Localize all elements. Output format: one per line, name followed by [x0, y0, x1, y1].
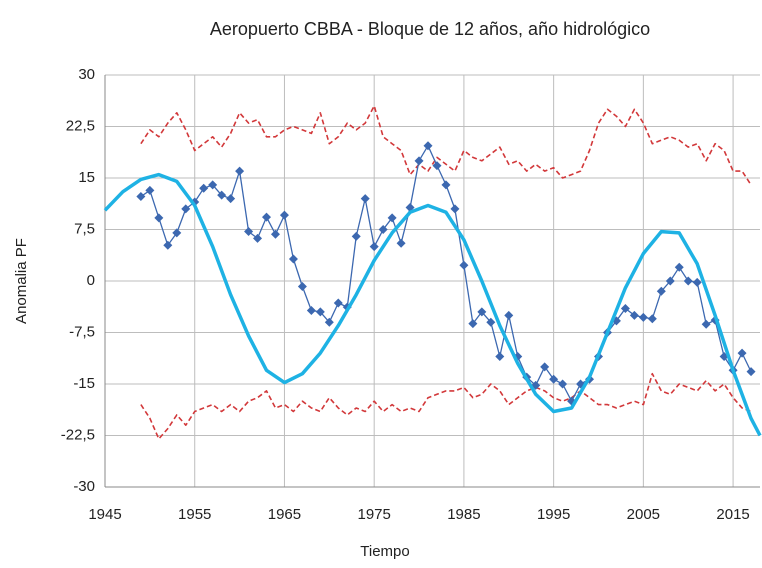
data-point	[315, 307, 325, 317]
data-point	[172, 228, 182, 238]
data-point	[360, 194, 370, 204]
data-point	[253, 233, 263, 243]
data-point	[558, 379, 568, 389]
data-point	[549, 374, 559, 384]
data-point	[208, 180, 218, 190]
data-point	[683, 276, 693, 286]
series-line	[103, 172, 762, 437]
chart-title: Aeropuerto CBBA - Bloque de 12 años, año…	[210, 19, 650, 39]
data-point	[692, 277, 702, 287]
data-point	[270, 229, 280, 239]
series-line	[140, 372, 752, 440]
data-point	[387, 213, 397, 223]
x-tick-label: 1945	[88, 506, 121, 523]
y-tick-label: -7,5	[69, 323, 95, 340]
data-point	[540, 362, 550, 372]
data-point	[486, 317, 496, 327]
data-point	[163, 240, 173, 250]
x-tick-label: 2005	[627, 506, 660, 523]
data-point	[279, 210, 289, 220]
data-point	[244, 227, 254, 237]
data-point	[199, 183, 209, 193]
y-tick-label: 7,5	[74, 220, 95, 237]
y-tick-label: -22,5	[61, 426, 95, 443]
y-tick-label: 0	[87, 272, 95, 289]
data-point	[656, 286, 666, 296]
data-point	[235, 166, 245, 176]
data-point	[629, 310, 639, 320]
data-point	[638, 312, 648, 322]
data-point	[324, 317, 334, 327]
data-point	[477, 307, 487, 317]
data-point	[297, 281, 307, 291]
data-point	[306, 306, 316, 316]
data-point	[468, 319, 478, 329]
data-point	[414, 156, 424, 166]
data-point	[746, 367, 756, 377]
y-tick-label: -15	[73, 375, 95, 392]
data-point	[262, 212, 272, 222]
data-point	[288, 254, 298, 264]
x-tick-label: 1965	[268, 506, 301, 523]
data-point	[459, 260, 469, 270]
data-point	[674, 262, 684, 272]
x-tick-label: 1995	[537, 506, 570, 523]
data-point	[504, 310, 514, 320]
data-point	[432, 161, 442, 171]
data-point	[181, 204, 191, 214]
data-point	[647, 314, 657, 324]
data-point	[495, 352, 505, 362]
series-line	[140, 105, 752, 186]
x-tick-label: 1985	[447, 506, 480, 523]
y-axis-label: Anomalia PF	[13, 238, 30, 324]
x-axis-label: Tiempo	[360, 543, 409, 560]
data-point	[226, 194, 236, 204]
data-point	[136, 192, 146, 202]
data-point	[665, 276, 675, 286]
data-point	[217, 190, 227, 200]
data-point	[450, 204, 460, 214]
x-tick-label: 2015	[716, 506, 749, 523]
data-point	[441, 180, 451, 190]
data-point	[351, 231, 361, 241]
data-point	[396, 238, 406, 248]
x-tick-label: 1955	[178, 506, 211, 523]
y-tick-label: -30	[73, 478, 95, 495]
x-tick-label: 1975	[357, 506, 390, 523]
data-point	[378, 225, 388, 234]
data-point	[145, 185, 155, 195]
data-point	[333, 298, 343, 308]
data-point	[737, 348, 747, 358]
y-tick-label: 30	[78, 66, 95, 83]
y-tick-label: 15	[78, 169, 95, 186]
data-point	[423, 141, 433, 151]
y-tick-label: 22,5	[66, 117, 95, 134]
data-point	[154, 213, 164, 223]
data-point	[701, 319, 711, 329]
data-point	[369, 242, 379, 252]
data-point	[620, 303, 630, 313]
